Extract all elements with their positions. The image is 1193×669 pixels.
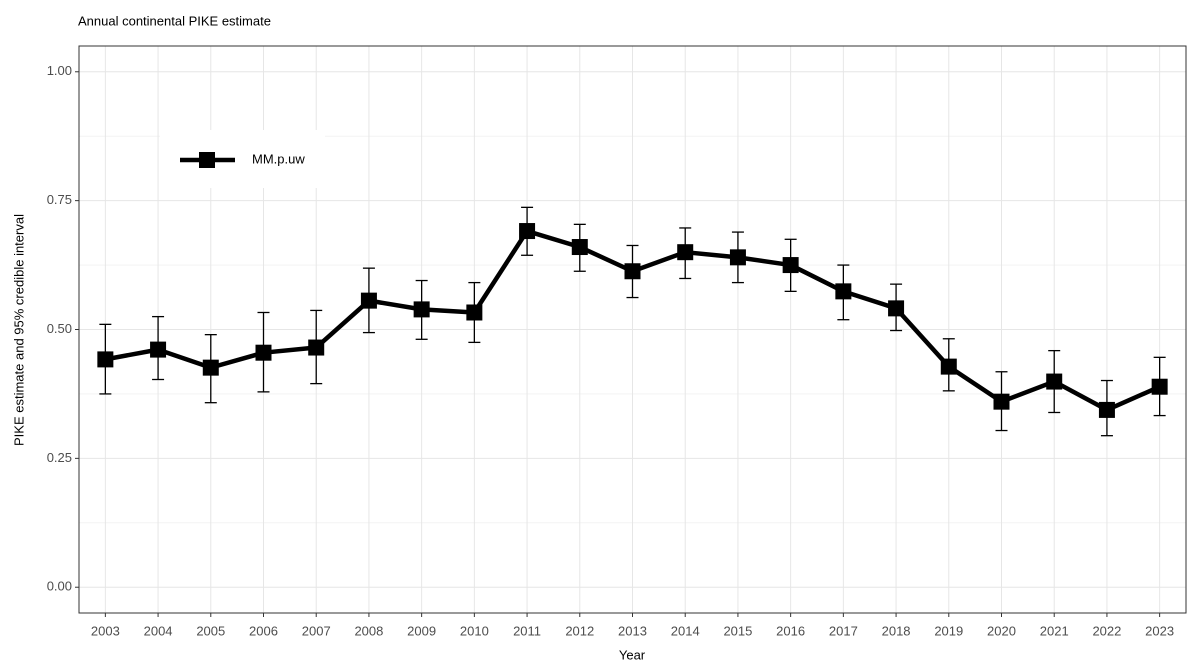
point: [571, 239, 588, 256]
x-tick-label: 2009: [407, 623, 436, 638]
point: [202, 359, 219, 376]
x-tick-label: 2017: [829, 623, 858, 638]
point: [466, 304, 483, 321]
x-tick-label: 2016: [776, 623, 805, 638]
x-tick-label: 2010: [460, 623, 489, 638]
y-tick-label: 0.75: [47, 192, 72, 207]
x-tick-label: 2012: [565, 623, 594, 638]
legend: MM.p.uw: [160, 130, 325, 188]
x-tick-label: 2003: [91, 623, 120, 638]
point: [360, 292, 377, 309]
point: [888, 300, 905, 317]
x-tick-label: 2007: [302, 623, 331, 638]
x-tick-label: 2004: [144, 623, 173, 638]
point: [255, 344, 272, 361]
y-axis-title: PIKE estimate and 95% credible interval: [11, 214, 26, 446]
point: [729, 249, 746, 266]
x-tick-label: 2019: [934, 623, 963, 638]
legend-label: MM.p.uw: [252, 151, 305, 166]
point: [1098, 401, 1115, 418]
chart-title: Annual continental PIKE estimate: [78, 13, 271, 28]
y-tick-label: 0.25: [47, 450, 72, 465]
x-tick-label: 2015: [723, 623, 752, 638]
y-tick-label: 1.00: [47, 63, 72, 78]
point: [1151, 378, 1168, 395]
x-tick-label: 2005: [196, 623, 225, 638]
point: [624, 263, 641, 280]
x-tick-label: 2023: [1145, 623, 1174, 638]
x-tick-label: 2006: [249, 623, 278, 638]
point: [519, 223, 536, 240]
x-tick-label: 2011: [513, 623, 541, 638]
point: [940, 358, 957, 375]
point: [97, 351, 114, 368]
point: [835, 283, 852, 300]
x-tick-label: 2008: [354, 623, 383, 638]
x-tick-label: 2014: [671, 623, 700, 638]
legend-marker: [199, 152, 215, 168]
y-tick-label: 0.00: [47, 579, 72, 594]
plot-border: [78, 45, 1187, 614]
point: [1046, 373, 1063, 390]
point: [308, 339, 325, 356]
x-axis-title: Year: [619, 647, 646, 662]
x-tick-label: 2013: [618, 623, 647, 638]
x-tick-label: 2021: [1040, 623, 1069, 638]
x-tick-label: 2018: [882, 623, 911, 638]
point: [413, 301, 430, 318]
x-tick-label: 2022: [1092, 623, 1121, 638]
point: [677, 244, 694, 261]
point: [150, 341, 167, 358]
y-tick-label: 0.50: [47, 321, 72, 336]
point: [782, 257, 799, 274]
point: [993, 393, 1010, 410]
x-tick-label: 2020: [987, 623, 1016, 638]
